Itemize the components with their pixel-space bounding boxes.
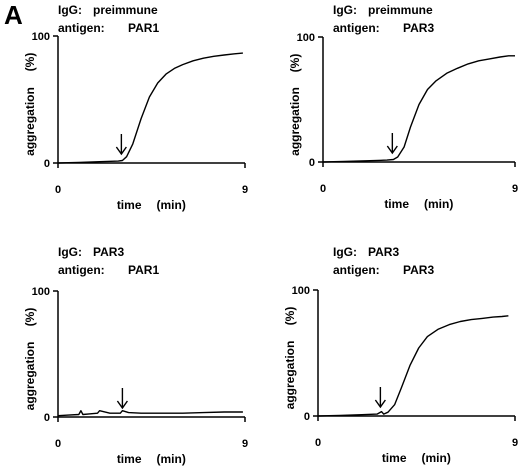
- chart-3-y-axis-label: aggregation: [23, 342, 37, 411]
- chart-3-y-axis-unit: (%): [23, 308, 37, 327]
- chart-3-antigen-value: PAR1: [128, 263, 159, 277]
- chart-1-y-axis-label: aggregation: [23, 87, 37, 156]
- chart-1-y-axis-unit: (%): [23, 53, 37, 72]
- chart-2-y-tick-label: 100: [297, 32, 315, 44]
- chart-2-x-tick-label: 0: [320, 183, 326, 195]
- chart-3-antigen-label: antigen:: [58, 263, 105, 277]
- chart-4-x-axis-unit: (min): [422, 451, 451, 465]
- chart-2-x-axis-label: time: [384, 197, 409, 211]
- chart-3-x-axis-label: time: [117, 452, 142, 466]
- chart-1-x-axis-label: time: [117, 198, 142, 212]
- chart-3-x-axis-unit: (min): [157, 452, 186, 466]
- chart-4-igg-label: IgG:: [333, 245, 357, 259]
- chart-4-antigen-label: antigen:: [333, 263, 380, 277]
- chart-3-arrow-head: [116, 400, 128, 410]
- chart-3-igg-label: IgG:: [58, 245, 82, 259]
- chart-2-antigen-label: antigen:: [333, 21, 380, 35]
- chart-1-igg-value: preimmune: [93, 3, 158, 17]
- chart-4-y-tick-label: 100: [292, 285, 310, 297]
- chart-4-arrow-head: [374, 399, 386, 409]
- chart-3-y-tick-label: 0: [44, 412, 50, 424]
- chart-2-y-axis-label: aggregation: [288, 87, 302, 156]
- chart-4-x-tick-label: 0: [315, 437, 321, 449]
- chart-1-x-tick-label: 0: [55, 184, 61, 196]
- chart-2-antigen-value: PAR3: [403, 21, 434, 35]
- chart-2-x-axis-unit: (min): [424, 197, 453, 211]
- chart-4-series-line: [317, 315, 509, 417]
- chart-4-x-axis-label: time: [382, 451, 407, 465]
- chart-1-igg-label: IgG:: [58, 3, 82, 17]
- chart-3-x-tick-label: 9: [242, 438, 248, 450]
- chart-2-igg-value: preimmune: [368, 3, 433, 17]
- chart-3-y-tick-label: 100: [32, 286, 50, 298]
- chart-4-igg-value: PAR3: [368, 245, 399, 259]
- chart-1-arrow-head: [115, 146, 127, 156]
- chart-4-y-tick-label: 0: [304, 411, 310, 423]
- panel-letter: A: [4, 0, 23, 30]
- chart-1-antigen-value: PAR1: [128, 21, 159, 35]
- chart-2-series-line: [322, 55, 515, 163]
- chart-2-y-axis-unit: (%): [288, 54, 302, 73]
- chart-1-x-tick-label: 9: [242, 184, 248, 196]
- chart-3-series-line: [57, 410, 243, 417]
- chart-3-x-tick-label: 0: [55, 438, 61, 450]
- chart-1-y-tick-label: 0: [44, 158, 50, 170]
- chart-2-y-tick-label: 0: [309, 157, 315, 169]
- chart-2-arrow-head: [386, 145, 398, 155]
- chart-4-antigen-value: PAR3: [403, 263, 434, 277]
- chart-2-igg-label: IgG:: [333, 3, 357, 17]
- chart-1-series-line: [57, 52, 243, 164]
- chart-1-x-axis-unit: (min): [157, 198, 186, 212]
- chart-3-igg-value: PAR3: [93, 245, 124, 259]
- chart-4-x-tick-label: 9: [512, 437, 518, 449]
- chart-4-y-axis-label: aggregation: [283, 341, 297, 410]
- chart-4-y-axis-unit: (%): [283, 307, 297, 326]
- chart-1-antigen-label: antigen:: [58, 21, 105, 35]
- chart-1-y-tick-label: 100: [32, 31, 50, 43]
- chart-2-x-tick-label: 9: [512, 183, 518, 195]
